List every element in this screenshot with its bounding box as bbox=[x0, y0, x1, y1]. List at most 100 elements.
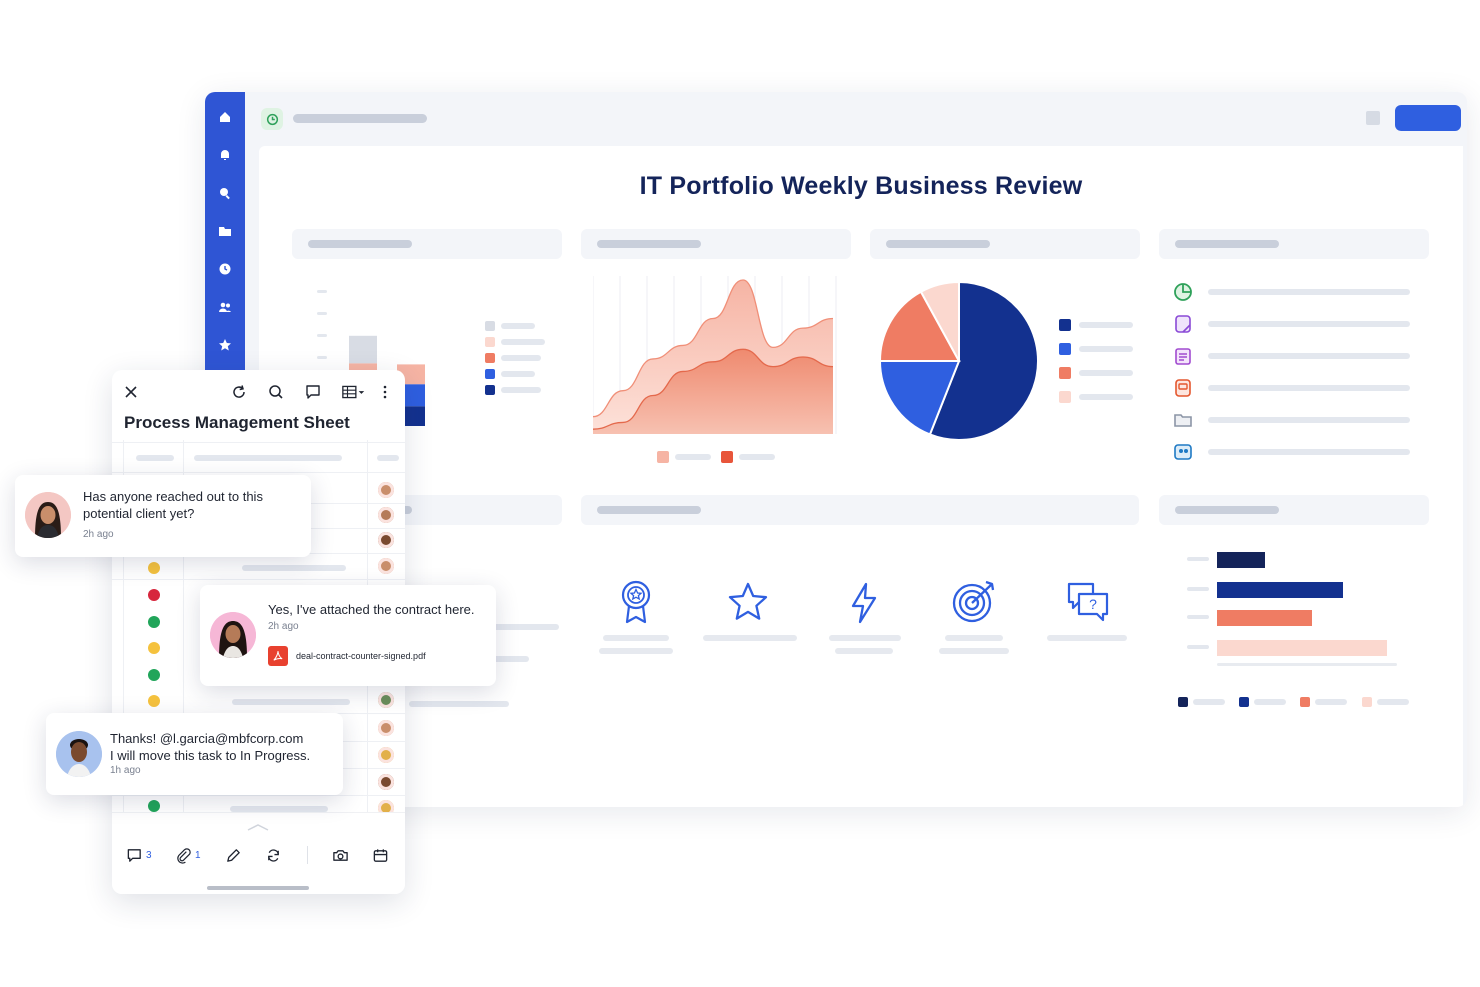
status-dot bbox=[148, 589, 160, 601]
area-series bbox=[593, 349, 833, 434]
bar-segment bbox=[349, 335, 377, 364]
axis-tick bbox=[317, 312, 327, 315]
legend-swatch bbox=[485, 369, 495, 379]
comment-text: Yes, I've attached the contract here. bbox=[268, 602, 475, 617]
comment-time: 1h ago bbox=[110, 765, 141, 776]
avatar bbox=[56, 731, 102, 777]
axis-tick bbox=[1187, 557, 1209, 561]
dashboard-window: IT Portfolio Weekly Business Review bbox=[205, 92, 1467, 807]
paperclip-icon bbox=[177, 847, 191, 864]
axis-tick bbox=[1187, 587, 1209, 591]
sheet-name-placeholder bbox=[293, 114, 427, 123]
avatar bbox=[378, 507, 394, 523]
folder-icon[interactable] bbox=[218, 224, 232, 238]
lightning-icon bbox=[849, 582, 879, 624]
attachments-count: 1 bbox=[195, 849, 201, 861]
comment-time: 2h ago bbox=[83, 529, 114, 540]
axis-line bbox=[1217, 663, 1397, 666]
star-icon[interactable] bbox=[218, 338, 232, 352]
legend-swatch bbox=[485, 337, 495, 347]
clipboard-icon[interactable] bbox=[1173, 346, 1193, 366]
form-icon[interactable] bbox=[1173, 378, 1193, 398]
avatar bbox=[378, 774, 394, 790]
refresh-icon[interactable] bbox=[229, 382, 249, 402]
hbar bbox=[1217, 552, 1265, 568]
comment-time: 2h ago bbox=[268, 621, 299, 632]
target-icon bbox=[949, 578, 999, 624]
clock-icon bbox=[261, 108, 283, 130]
axis-tick bbox=[1187, 615, 1209, 619]
sync-button[interactable] bbox=[265, 846, 282, 864]
hbar bbox=[1217, 582, 1343, 598]
clock-icon[interactable] bbox=[218, 262, 232, 276]
comments-button[interactable]: 3 bbox=[126, 846, 152, 864]
top-square-button[interactable] bbox=[1366, 111, 1380, 125]
attachment-link[interactable]: deal-contract-counter-signed.pdf bbox=[268, 646, 426, 666]
contacts-icon[interactable] bbox=[1173, 442, 1193, 462]
attachments-button[interactable]: 1 bbox=[175, 846, 201, 864]
legend-swatch bbox=[485, 385, 495, 395]
svg-text:?: ? bbox=[1089, 596, 1097, 612]
avatar bbox=[378, 532, 394, 548]
legend-swatch bbox=[1362, 697, 1372, 707]
hbar bbox=[1217, 640, 1387, 656]
comment-bubble[interactable]: Thanks! @l.garcia@mbfcorp.com I will mov… bbox=[46, 713, 343, 795]
pie-chart bbox=[878, 280, 1039, 441]
home-indicator bbox=[207, 886, 309, 890]
panel-header bbox=[292, 229, 562, 259]
camera-icon bbox=[333, 849, 348, 861]
panel-header bbox=[1159, 495, 1429, 525]
share-button[interactable] bbox=[1395, 105, 1461, 131]
avatar bbox=[378, 720, 394, 736]
calendar-button[interactable] bbox=[372, 846, 389, 864]
camera-button[interactable] bbox=[332, 846, 349, 864]
status-dot bbox=[148, 616, 160, 628]
pie-slice bbox=[919, 280, 960, 362]
comment-bubble[interactable]: Yes, I've attached the contract here. 2h… bbox=[200, 585, 496, 686]
legend-swatch bbox=[721, 451, 733, 463]
search-icon[interactable] bbox=[266, 382, 286, 402]
legend-swatch bbox=[1059, 367, 1071, 379]
legend-swatch bbox=[485, 321, 495, 331]
star-icon bbox=[726, 581, 770, 623]
people-icon[interactable] bbox=[218, 300, 232, 314]
panel-header bbox=[581, 229, 851, 259]
horizontal-bar-chart bbox=[1187, 552, 1397, 666]
avatar bbox=[378, 482, 394, 498]
avatar bbox=[210, 612, 256, 658]
grid-view-icon[interactable] bbox=[340, 382, 368, 402]
panel-header bbox=[581, 495, 1139, 525]
avatar bbox=[25, 492, 71, 538]
legend-swatch bbox=[1059, 319, 1071, 331]
sheet-title: Process Management Sheet bbox=[124, 413, 350, 432]
bell-icon[interactable] bbox=[218, 148, 232, 162]
home-icon[interactable] bbox=[218, 110, 232, 124]
status-dot bbox=[148, 642, 160, 654]
legend-swatch bbox=[1178, 697, 1188, 707]
area-series-line bbox=[593, 279, 834, 418]
comment-bubble[interactable]: Has anyone reached out to this potential… bbox=[15, 475, 311, 557]
panel-header bbox=[870, 229, 1140, 259]
pie-chart-icon[interactable] bbox=[1173, 282, 1193, 302]
pdf-icon bbox=[268, 646, 288, 666]
search-icon[interactable] bbox=[218, 186, 232, 200]
status-dot bbox=[148, 800, 160, 812]
hbar bbox=[1217, 610, 1312, 626]
comment-icon[interactable] bbox=[303, 382, 323, 402]
note-icon[interactable] bbox=[1173, 314, 1193, 334]
more-icon[interactable] bbox=[375, 382, 395, 402]
pencil-icon bbox=[227, 848, 240, 862]
folder-icon[interactable] bbox=[1173, 410, 1193, 430]
axis-tick bbox=[1187, 645, 1209, 649]
calendar-icon bbox=[373, 848, 388, 862]
panel-header bbox=[1159, 229, 1429, 259]
edit-button[interactable] bbox=[225, 846, 242, 864]
legend-swatch bbox=[1059, 391, 1071, 403]
bottom-toolbar: 3 1 bbox=[112, 812, 405, 894]
sync-icon bbox=[268, 848, 279, 862]
comment-text: Has anyone reached out to this potential… bbox=[83, 489, 263, 521]
close-icon[interactable] bbox=[121, 382, 141, 402]
chevron-up-icon[interactable] bbox=[244, 819, 272, 831]
award-icon bbox=[615, 578, 657, 626]
